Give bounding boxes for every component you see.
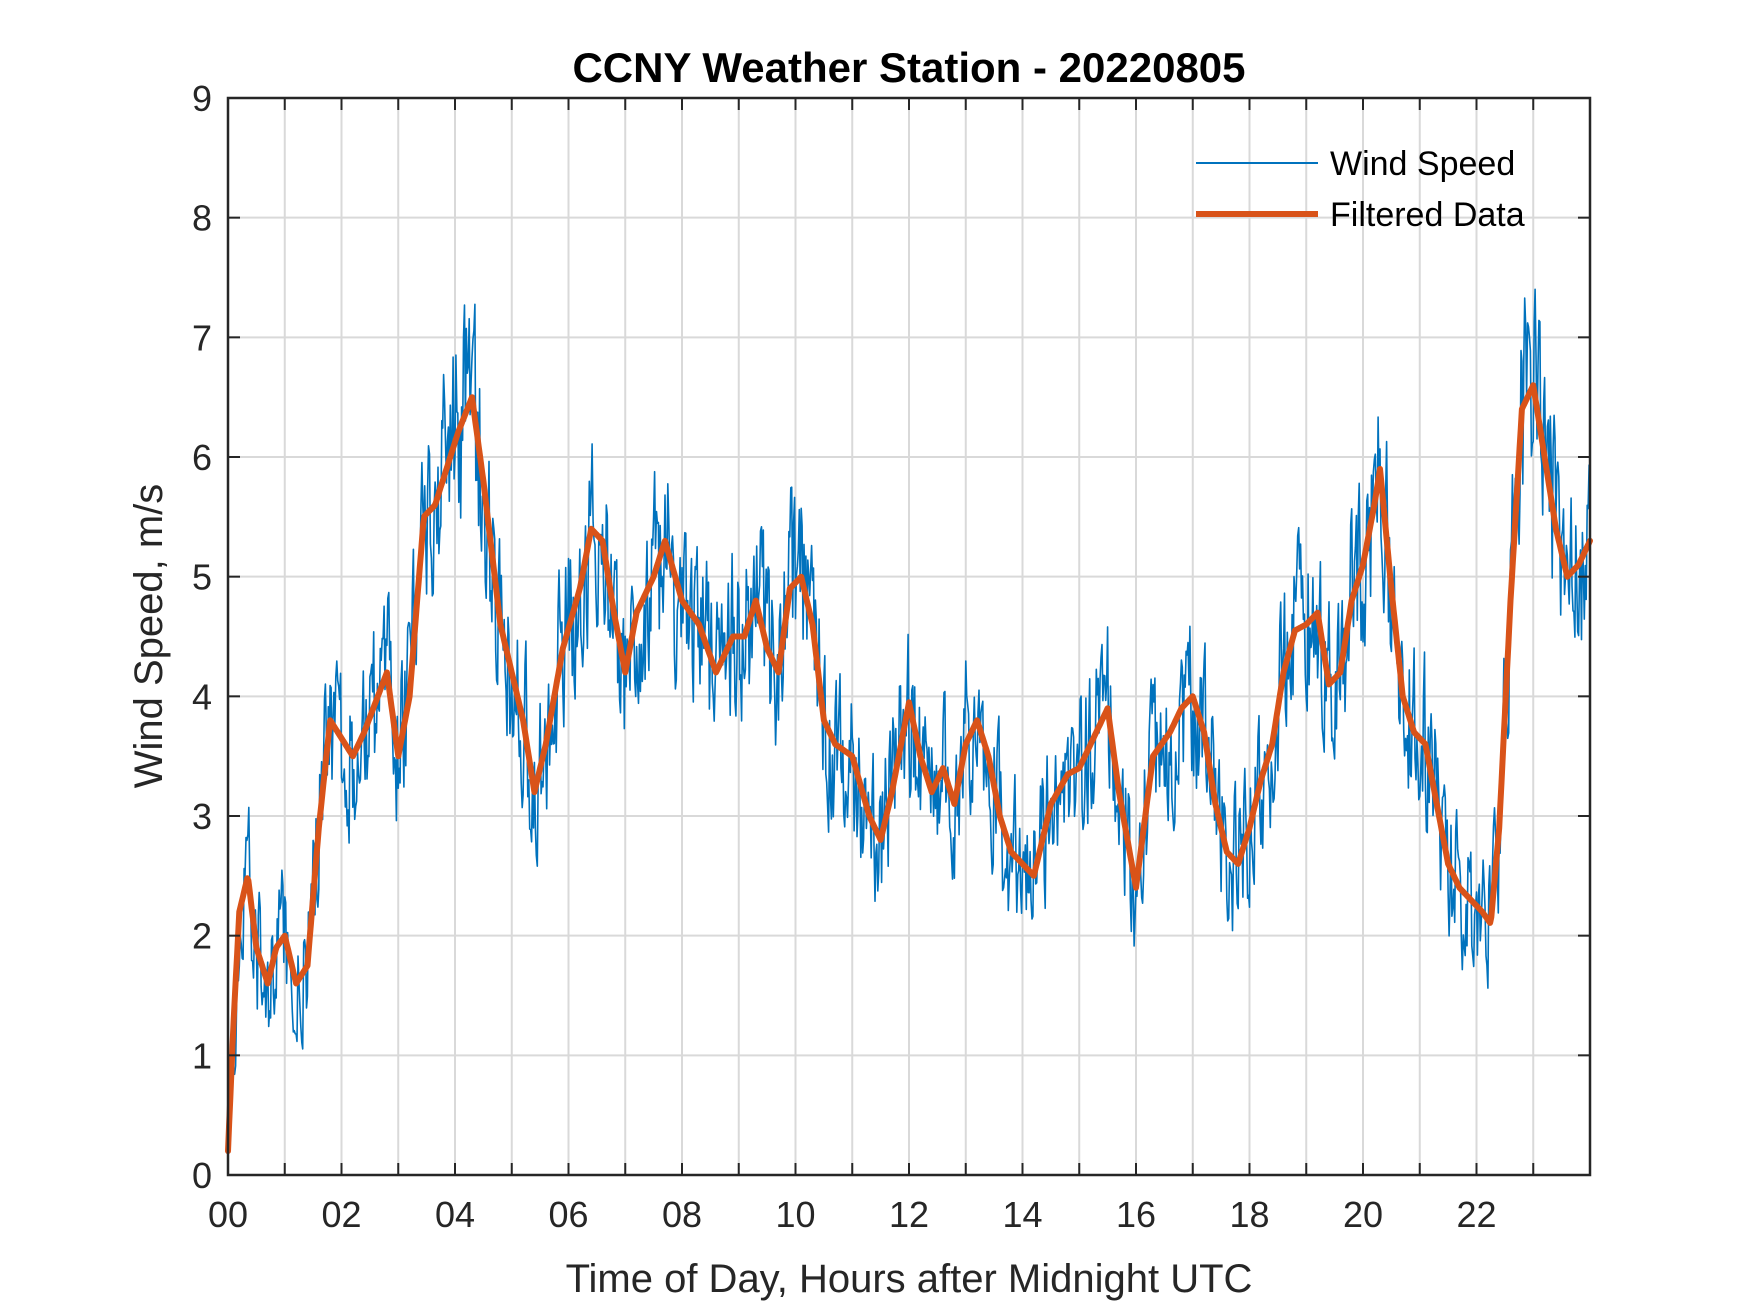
legend-label-wind-speed: Wind Speed [1330,145,1515,183]
legend-label-filtered-data: Filtered Data [1330,196,1525,234]
series-layer [225,288,1593,1155]
x-tick-label: 00 [208,1194,248,1235]
series-line-wind-speed [227,288,1591,1130]
x-tick-label: 12 [889,1194,929,1235]
x-tick-label: 16 [1116,1194,1156,1235]
x-tick-label: 18 [1229,1194,1269,1235]
y-tick-label: 8 [192,198,212,239]
y-tick-label: 0 [192,1155,212,1196]
x-tick-label: 10 [775,1194,815,1235]
x-tick-label: 22 [1456,1194,1496,1235]
x-tick-label: 20 [1343,1194,1383,1235]
x-tick-label: 02 [321,1194,361,1235]
y-tick-label: 6 [192,437,212,478]
legend: Wind Speed Filtered Data [1196,145,1525,234]
y-tick-label: 7 [192,317,212,358]
y-tick-label: 3 [192,796,212,837]
y-axis-label: Wind Speed, m/s [127,484,171,789]
chart-title: CCNY Weather Station - 20220805 [572,44,1245,91]
x-axis-label: Time of Day, Hours after Midnight UTC [566,1257,1253,1301]
series-line-filtered-data [225,382,1593,1155]
y-tick-label: 1 [192,1035,212,1076]
tick-marks [228,98,1590,1175]
x-tick-label: 04 [435,1194,475,1235]
x-tick-label: 06 [548,1194,588,1235]
x-tick-label: 14 [1002,1194,1042,1235]
y-tick-label: 2 [192,916,212,957]
y-tick-label: 9 [192,78,212,119]
y-tick-label: 4 [192,676,212,717]
y-tick-label: 5 [192,557,212,598]
x-tick-label: 08 [662,1194,702,1235]
